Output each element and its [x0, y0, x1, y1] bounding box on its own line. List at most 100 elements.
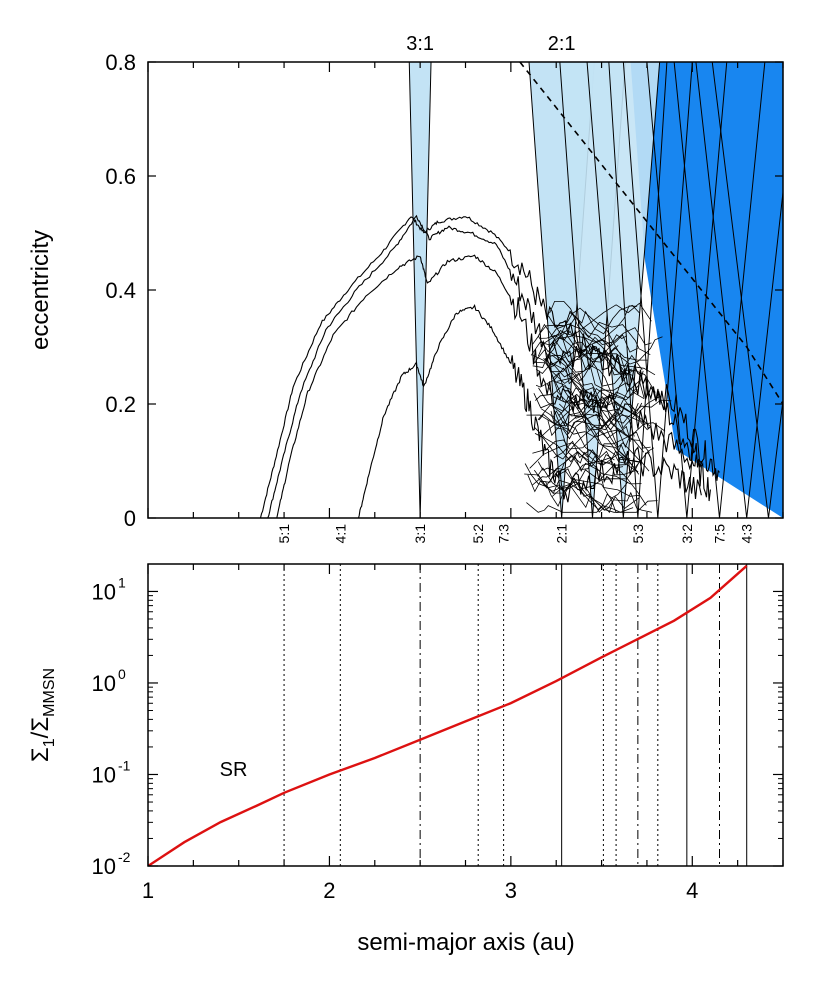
resonance-label: 5:1 — [276, 524, 292, 544]
chaotic-track — [540, 315, 628, 348]
bottom-x-tick-label: 4 — [686, 878, 698, 903]
chaotic-track — [535, 339, 638, 394]
resonance-label: 3:2 — [679, 524, 695, 544]
chaotic-track — [552, 389, 638, 427]
top-y-axis: 0 0.2 0.4 0.6 0.8 — [105, 50, 783, 531]
chaotic-track — [524, 450, 624, 487]
chaotic-track — [550, 364, 660, 417]
bottom-y-tick-exponent: 1 — [118, 574, 126, 590]
bottom-x-tick-label: 3 — [505, 878, 517, 903]
top-y-tick-label: 0.4 — [105, 278, 136, 303]
chaotic-track — [532, 323, 635, 377]
separatrix-1 — [622, 62, 693, 518]
chaotic-track — [544, 357, 641, 462]
bottom-y-tick-label: 10 — [92, 671, 116, 696]
y-label-sub1: 1 — [41, 738, 58, 747]
chaotic-track — [535, 380, 621, 412]
sr-annotation: SR — [220, 759, 248, 781]
chaotic-track — [558, 399, 672, 431]
resonance-label: 7:5 — [712, 524, 728, 544]
chaotic-track — [553, 440, 650, 476]
trajectory-2 — [276, 254, 711, 518]
y-label-sub2: MMSN — [41, 668, 58, 717]
bottom-y-tick-label: 10 — [92, 854, 116, 879]
resonance-label: 5:2 — [470, 524, 486, 544]
bottom-x-tick-label: 1 — [142, 878, 154, 903]
chaotic-track — [537, 465, 647, 506]
resonance-label: 4:3 — [739, 524, 755, 544]
trajectory-0 — [259, 216, 702, 518]
chaotic-track — [541, 382, 645, 437]
chaotic-track — [549, 334, 638, 382]
x-axis-label: semi-major axis (au) — [357, 929, 574, 956]
separatrix-4 — [695, 62, 783, 518]
chaotic-track — [532, 311, 619, 368]
y-label-slash: /Σ — [27, 717, 54, 739]
resonance-label: 2:1 — [554, 524, 570, 544]
top-y-tick-label: 0.8 — [105, 50, 136, 75]
bottom-y-tick-exponent: -2 — [118, 849, 131, 865]
top-resonance-labels: 3:1 2:1 — [406, 33, 575, 55]
bottom-y-tick-label: 10 — [92, 762, 116, 787]
resonance-label: 7:3 — [496, 524, 512, 544]
chaotic-track — [526, 385, 631, 427]
trajectory-1 — [267, 214, 720, 518]
chaotic-track — [535, 385, 639, 463]
chaotic-track — [527, 451, 642, 493]
top-x-ticks — [147, 62, 784, 518]
separatrix-5 — [711, 62, 783, 518]
resonance-label: 5:3 — [630, 524, 646, 544]
chaotic-track — [547, 330, 663, 365]
resonance-wedge-0 — [408, 62, 432, 518]
chaotic-track — [540, 408, 650, 453]
top-resonance-label: 2:1 — [548, 33, 576, 55]
top-resonance-label: 3:1 — [406, 33, 434, 55]
y-label-sigma: Σ — [27, 747, 54, 762]
chaotic-track — [545, 477, 629, 513]
sr-curve — [148, 564, 748, 866]
chaotic-track — [538, 302, 652, 335]
chaotic-track — [554, 367, 643, 429]
chaotic-track — [537, 454, 615, 473]
dashed-boundary-curve — [519, 62, 783, 405]
separatrix-0 — [608, 62, 668, 518]
top-y-axis-label: eccentricity — [27, 230, 54, 350]
bottom-panel-frame — [147, 563, 784, 867]
resonance-label: 3:1 — [412, 524, 428, 544]
chaotic-track — [550, 410, 639, 473]
chaotic-track — [548, 307, 643, 371]
chaotic-track — [533, 393, 626, 464]
top-plot-area — [259, 62, 783, 518]
chaotic-track — [529, 442, 640, 475]
chaotic-track — [534, 352, 656, 376]
chaotic-track — [538, 387, 639, 473]
chaotic-track — [552, 372, 648, 431]
chaotic-track — [552, 477, 652, 514]
bottom-y-tick-exponent: 0 — [118, 666, 126, 682]
resonance-labels: 5:1 4:1 3:1 5:2 7:3 2:1 5:3 3:2 7:5 4:3 — [276, 524, 755, 544]
chaotic-track — [549, 300, 651, 356]
bottom-x-axis: 1 2 3 4 — [142, 564, 784, 903]
chaotic-track — [532, 457, 631, 486]
bottom-x-tick-label: 2 — [323, 878, 335, 903]
resonance-label: 4:1 — [332, 524, 348, 544]
chaotic-track — [530, 329, 648, 363]
separatrix-3 — [673, 62, 766, 518]
chaotic-track — [534, 427, 640, 497]
chaotic-track — [547, 420, 651, 458]
bottom-plot-area — [148, 564, 748, 866]
trajectory-3 — [357, 304, 702, 518]
chaotic-track — [537, 305, 638, 353]
separatrix-2 — [646, 62, 728, 518]
top-panel: 00.20.40.60.8 3:1 2:1 5:1 4:1 3:1 5:2 7:3 2:1 5… — [27, 33, 784, 544]
top-y-tick-label: 0 — [124, 506, 136, 531]
bottom-y-tick-exponent: -1 — [118, 757, 131, 773]
chaotic-track — [553, 334, 645, 398]
bottom-y-tick-label: 10 — [92, 579, 116, 604]
top-y-tick-label: 0.2 — [105, 392, 136, 417]
top-y-tick-label: 0.6 — [105, 164, 136, 189]
chaotic-track — [532, 429, 643, 463]
